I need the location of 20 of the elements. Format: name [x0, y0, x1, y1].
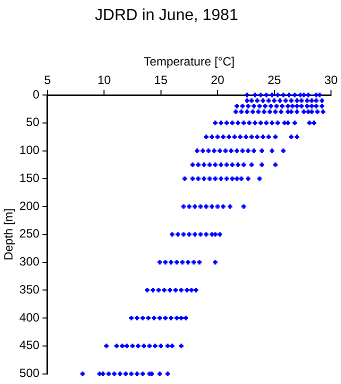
x-tick-label: 30 — [324, 73, 338, 88]
y-tick-label: 200 — [19, 198, 40, 213]
y-tick-label: 400 — [19, 310, 40, 324]
y-tick-label: 350 — [19, 282, 40, 296]
x-tick-label: 15 — [154, 73, 168, 88]
x-tick-label: 5 — [44, 73, 52, 88]
chart-title: JDRD in June, 1981 — [94, 7, 238, 24]
x-tick-label: 25 — [268, 73, 282, 88]
x-axis-title: Temperature [°C] — [144, 54, 235, 69]
y-tick-label: 150 — [19, 170, 40, 185]
y-tick-label: 50 — [26, 115, 40, 130]
y-axis-title: Depth [m] — [2, 208, 16, 260]
y-tick-label: 250 — [19, 226, 40, 241]
y-tick-label: 500 — [19, 366, 40, 380]
y-tick-label: 300 — [19, 254, 40, 269]
x-tick-label: 20 — [210, 73, 225, 88]
y-tick-label: 450 — [19, 338, 40, 352]
x-tick-label: 10 — [97, 73, 112, 88]
y-tick-label: 0 — [32, 87, 40, 102]
y-tick-label: 100 — [19, 143, 40, 158]
